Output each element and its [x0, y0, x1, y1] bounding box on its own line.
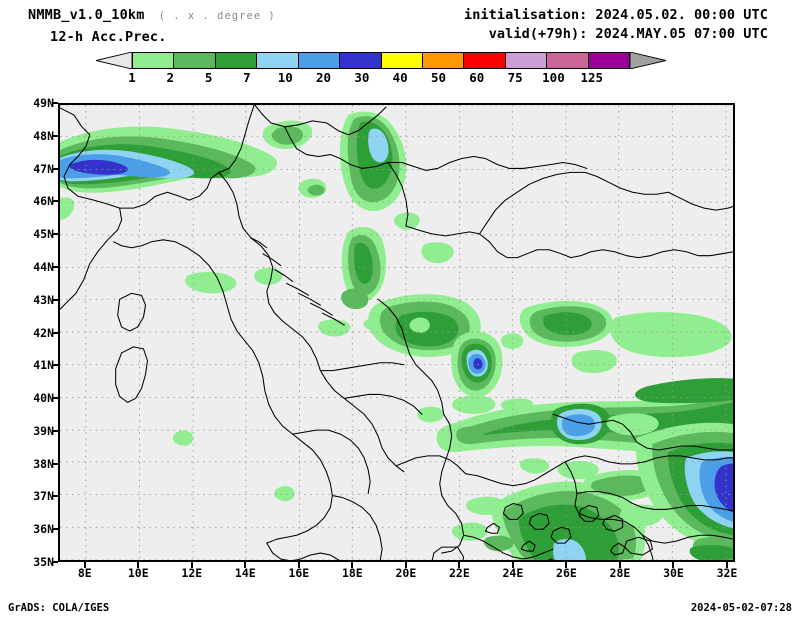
lat-label-47N: 47N	[33, 161, 54, 176]
colorbar-tick-10: 10	[277, 70, 293, 85]
colorbar-tick-100: 100	[542, 70, 565, 85]
colorbar-tick-labels: 1 2 5 7 10 20 30 40 50 60 75 100 125	[128, 70, 630, 85]
lon-tick-8E	[83, 562, 86, 568]
lat-label-45N: 45N	[33, 227, 54, 242]
lon-tick-12E	[190, 562, 193, 568]
colorbar-swatch-4	[297, 52, 340, 69]
colorbar-low-cap-icon	[96, 52, 132, 69]
lon-tick-32E	[725, 562, 728, 568]
colorbar-swatch-9	[504, 52, 547, 69]
colorbar-tick-1: 1	[128, 70, 136, 85]
colorbar-swatch-6	[380, 52, 422, 69]
colorbar-swatch-8	[463, 52, 505, 69]
colorbar-swatch-0	[132, 52, 174, 69]
field-title-row: 12-h Acc.Prec.	[28, 26, 276, 47]
lat-label-48N: 48N	[33, 128, 54, 143]
model-name: NMMB_v1.0_10km	[28, 7, 145, 23]
lon-label-10E: 10E	[127, 566, 149, 580]
lat-label-42N: 42N	[33, 325, 54, 340]
lat-label-35N: 35N	[33, 555, 54, 569]
lat-label-44N: 44N	[33, 259, 54, 274]
colorbar-tick-125: 125	[580, 70, 604, 85]
valid-date: 2024.MAY.05	[595, 26, 686, 42]
lat-label-38N: 38N	[33, 456, 54, 471]
valid-label: valid(+79h):	[488, 26, 588, 42]
map-plot-area	[58, 103, 735, 562]
lon-label-22E: 22E	[448, 566, 470, 580]
colorbar-tick-75: 75	[507, 70, 523, 85]
colorbar-tick-60: 60	[469, 70, 485, 85]
initialisation-label: initialisation:	[464, 7, 588, 23]
colorbar-swatch-5	[339, 52, 381, 69]
lon-label-20E: 20E	[395, 566, 417, 580]
lon-tick-10E	[137, 562, 140, 568]
lon-label-12E: 12E	[181, 566, 203, 580]
lat-lon-gridlines	[60, 105, 733, 560]
precipitation-map	[60, 105, 733, 560]
initialisation-time: 00:00 UTC	[693, 7, 768, 23]
model-resolution-units: ( . x . degree )	[158, 10, 276, 22]
lon-tick-18E	[351, 562, 354, 568]
lat-label-40N: 40N	[33, 391, 54, 406]
colorbar-swatches	[96, 52, 667, 69]
colorbar-tick-20: 20	[316, 70, 332, 85]
header-left-block: NMMB_v1.0_10km ( . x . degree ) 12-h Acc.…	[28, 6, 276, 47]
colorbar-tick-7: 7	[243, 70, 251, 85]
valid-time: 07:00 UTC	[693, 26, 768, 42]
render-timestamp: 2024-05-02-07:28	[690, 602, 792, 614]
coastlines-and-borders	[60, 105, 733, 560]
lon-label-30E: 30E	[663, 566, 684, 580]
lon-label-28E: 28E	[609, 566, 631, 580]
lon-label-26E: 26E	[556, 566, 577, 580]
lon-label-32E: 32E	[716, 566, 738, 580]
lat-label-37N: 37N	[33, 489, 54, 504]
lat-label-46N: 46N	[33, 194, 54, 209]
colorbar-tick-2: 2	[166, 70, 175, 85]
lon-tick-26E	[565, 562, 568, 568]
lat-label-36N: 36N	[33, 522, 54, 537]
initialisation-date: 2024.05.02.	[595, 7, 686, 23]
lat-label-43N: 43N	[33, 292, 54, 307]
colorbar-swatch-7	[421, 52, 464, 69]
initialisation-row: initialisation: 2024.05.02. 00:00 UTC	[456, 6, 768, 25]
lat-label-41N: 41N	[33, 358, 54, 373]
lon-tick-20E	[404, 562, 407, 568]
lon-tick-24E	[511, 562, 514, 568]
colorbar-tick-50: 50	[430, 70, 447, 85]
valid-row: valid(+79h): 2024.MAY.05 07:00 UTC	[456, 25, 768, 44]
lon-tick-30E	[672, 562, 675, 568]
lat-label-39N: 39N	[33, 423, 54, 438]
colorbar-swatch-3	[256, 52, 298, 69]
lon-label-24E: 24E	[502, 566, 524, 580]
model-title-row: NMMB_v1.0_10km ( . x . degree )	[28, 6, 276, 26]
lon-tick-16E	[297, 562, 300, 568]
colorbar-legend: 1 2 5 7 10 20 30 40 50 60 75 100 125	[96, 52, 667, 88]
lon-label-14E: 14E	[234, 566, 256, 580]
precipitation-contours	[60, 111, 733, 560]
colorbar-tick-30: 30	[354, 70, 370, 85]
lat-label-49N: 49N	[33, 96, 54, 110]
field-name: 12-h Acc.Prec.	[50, 29, 167, 45]
colorbar-swatch-2	[214, 52, 257, 69]
lon-tick-28E	[618, 562, 621, 568]
header-right-block: initialisation: 2024.05.02. 00:00 UTC vali…	[456, 6, 768, 44]
lon-label-18E: 18E	[341, 566, 363, 580]
colorbar-swatch-11	[587, 52, 631, 69]
colorbar-high-cap-icon	[630, 52, 667, 69]
lon-tick-22E	[458, 562, 461, 568]
grads-credit: GrADS: COLA/IGES	[8, 602, 110, 614]
lon-tick-14E	[244, 562, 247, 568]
colorbar-tick-40: 40	[392, 70, 408, 85]
colorbar-tick-5: 5	[204, 70, 213, 85]
lon-label-8E: 8E	[77, 566, 92, 580]
lon-label-16E: 16E	[288, 566, 310, 580]
colorbar-swatch-10	[546, 52, 588, 69]
colorbar-swatch-1	[173, 52, 215, 69]
